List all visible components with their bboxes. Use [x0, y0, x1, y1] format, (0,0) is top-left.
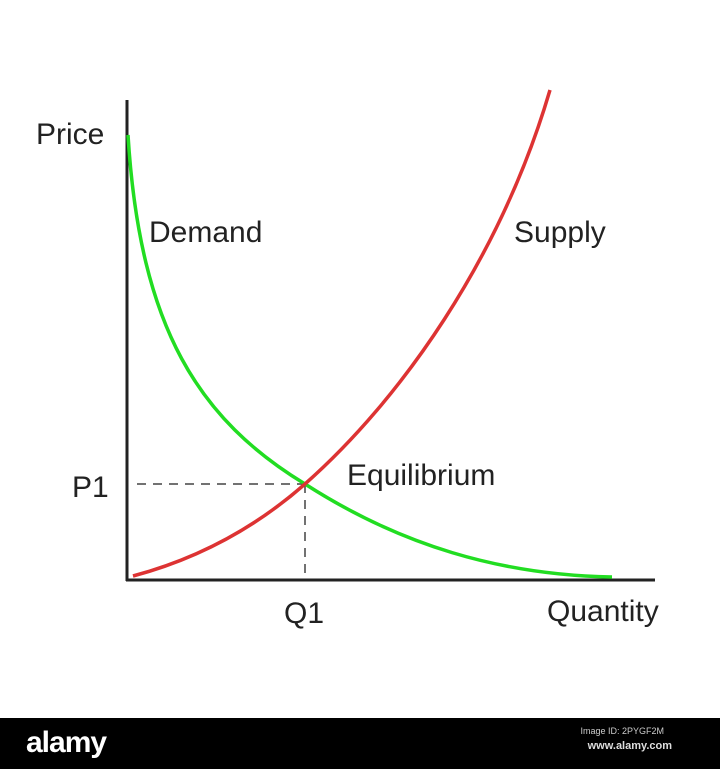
p1-label: P1 [72, 471, 109, 504]
y-axis-label: Price [36, 118, 104, 151]
x-axis-label: Quantity [547, 595, 659, 628]
image-id: Image ID: 2PYGF2M [580, 726, 664, 736]
watermark-banner: alamy Image ID: 2PYGF2M www.alamy.com [0, 718, 720, 769]
demand-curve [126, 134, 613, 579]
demand-label: Demand [149, 216, 262, 249]
alamy-logo: alamy [26, 726, 107, 759]
equilibrium-label: Equilibrium [347, 459, 495, 492]
site-url: www.alamy.com [587, 740, 672, 752]
supply-label: Supply [514, 216, 606, 249]
supply-curve [132, 89, 552, 578]
q1-label: Q1 [284, 597, 324, 630]
